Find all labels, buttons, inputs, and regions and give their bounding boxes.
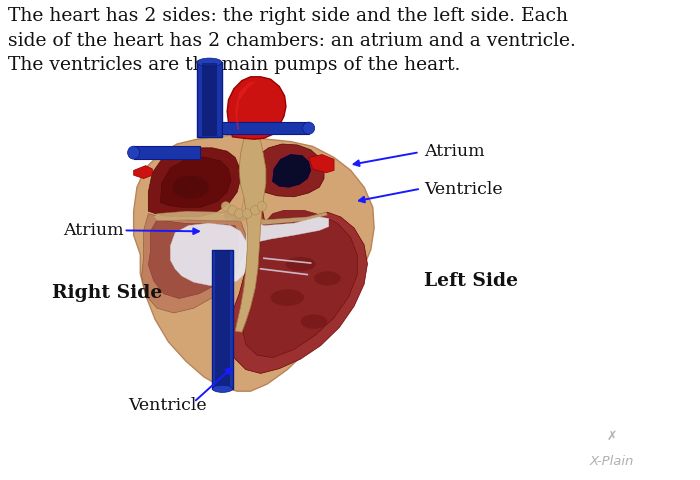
Ellipse shape <box>286 257 316 271</box>
Text: Left Side: Left Side <box>424 272 518 290</box>
Ellipse shape <box>197 58 222 67</box>
Ellipse shape <box>224 212 230 220</box>
Polygon shape <box>213 250 232 389</box>
Polygon shape <box>154 182 328 225</box>
Polygon shape <box>202 63 217 136</box>
Polygon shape <box>228 77 286 139</box>
Ellipse shape <box>301 314 328 329</box>
Text: Atrium: Atrium <box>64 222 124 239</box>
Ellipse shape <box>314 271 341 286</box>
Ellipse shape <box>230 213 237 221</box>
Text: Ventricle: Ventricle <box>424 181 503 198</box>
Ellipse shape <box>257 202 267 211</box>
Ellipse shape <box>228 205 237 215</box>
Polygon shape <box>148 220 239 299</box>
Polygon shape <box>148 148 241 217</box>
Ellipse shape <box>251 205 260 215</box>
Polygon shape <box>134 146 200 159</box>
Polygon shape <box>242 210 358 358</box>
Polygon shape <box>235 82 256 130</box>
Text: Atrium: Atrium <box>424 143 485 160</box>
Polygon shape <box>228 193 368 373</box>
Polygon shape <box>134 166 153 179</box>
Polygon shape <box>141 214 246 313</box>
Ellipse shape <box>221 202 230 211</box>
Polygon shape <box>160 157 231 207</box>
Polygon shape <box>309 155 334 173</box>
Text: Right Side: Right Side <box>52 284 162 302</box>
Ellipse shape <box>172 176 209 199</box>
Polygon shape <box>170 217 329 286</box>
Ellipse shape <box>213 385 232 393</box>
Text: Ventricle: Ventricle <box>128 397 207 414</box>
Polygon shape <box>235 137 266 332</box>
Polygon shape <box>222 122 309 134</box>
Text: X-Plain: X-Plain <box>589 455 634 468</box>
Ellipse shape <box>234 209 244 218</box>
Polygon shape <box>253 144 324 197</box>
Ellipse shape <box>271 289 304 306</box>
Ellipse shape <box>242 209 252 218</box>
Polygon shape <box>215 251 230 388</box>
Ellipse shape <box>237 214 244 222</box>
Text: ✗: ✗ <box>606 430 617 443</box>
Polygon shape <box>197 62 222 137</box>
Ellipse shape <box>127 146 139 159</box>
Polygon shape <box>134 135 374 391</box>
Polygon shape <box>272 155 311 187</box>
Text: The heart has 2 sides: the right side and the left side. Each
side of the heart : The heart has 2 sides: the right side an… <box>8 7 576 74</box>
Ellipse shape <box>302 122 315 134</box>
